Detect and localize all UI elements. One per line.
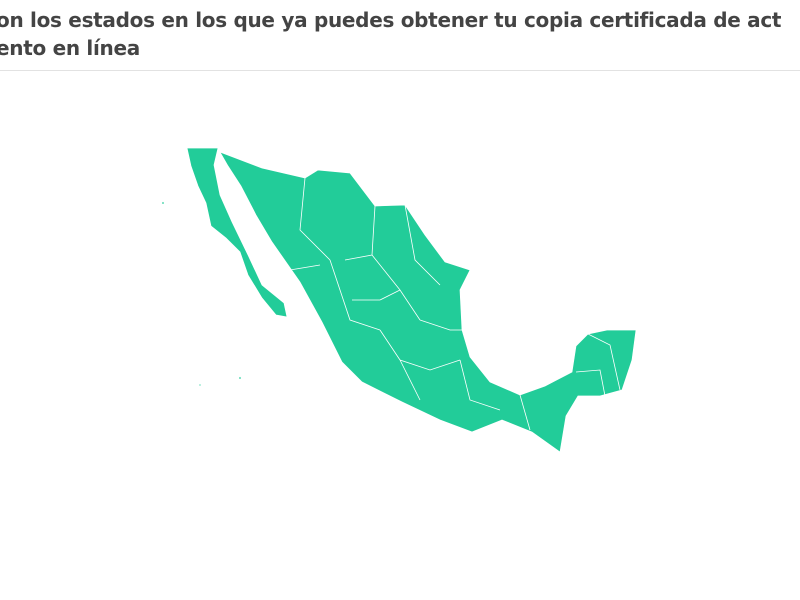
island <box>161 201 165 205</box>
divider <box>0 70 800 71</box>
island <box>238 376 242 380</box>
title-line-1: on los estados en los que ya puedes obte… <box>0 8 782 32</box>
island <box>198 383 202 387</box>
mainland-mexico-region[interactable] <box>219 151 637 453</box>
map-title: on los estados en los que ya puedes obte… <box>0 6 800 62</box>
baja-california-region[interactable] <box>186 147 288 318</box>
title-line-2: ento en línea <box>0 36 140 60</box>
state-borders <box>289 177 621 431</box>
